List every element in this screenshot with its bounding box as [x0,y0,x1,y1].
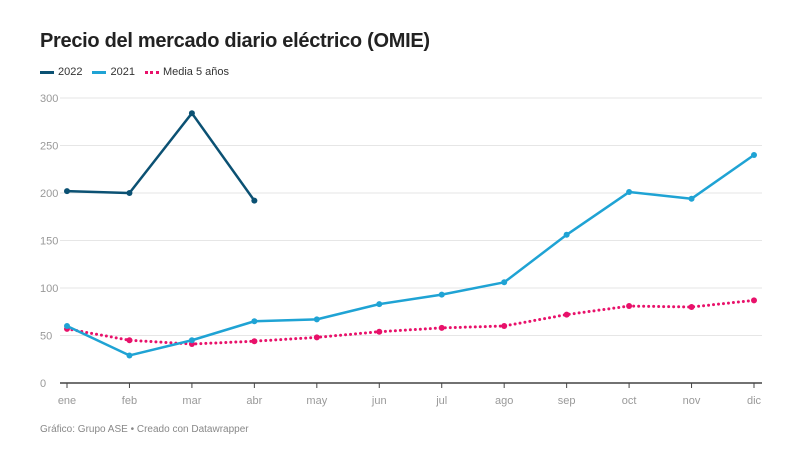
x-tick-label: jun [371,395,387,407]
data-point [188,337,195,344]
data-point [751,297,757,304]
data-point [376,301,383,308]
x-tick-label: nov [683,395,701,407]
data-point [751,152,757,158]
x-tick-label: ago [495,395,513,407]
data-point [501,279,508,286]
legend-item-2021: 2021 [92,66,135,78]
series-line-2021 [66,153,755,357]
data-point [64,323,70,329]
x-tick-label: ene [58,395,76,407]
data-point [688,304,695,310]
x-tick-label: jul [435,395,447,407]
legend-item-media: Media 5 años [144,66,230,78]
x-tick-label: dic [747,395,762,407]
x-tick-label: abr [246,395,262,407]
legend-swatch [40,70,54,74]
data-point [626,303,633,310]
footer-credit: Gráfico: Grupo ASE • Creado con Datawrap… [40,424,249,435]
data-point [251,338,258,345]
data-point [563,311,570,318]
data-point [126,337,133,344]
data-point [126,190,133,196]
y-tick-label: 150 [40,236,58,248]
y-tick-label: 50 [40,331,52,343]
x-tick-label: oct [622,395,637,407]
series-line-media-5-años [65,298,756,346]
y-tick-label: 0 [40,378,46,390]
y-tick-label: 200 [40,188,58,200]
x-tick-label: sep [558,395,576,407]
data-point [438,324,445,331]
legend-label: 2021 [110,66,135,78]
data-point [251,197,258,204]
data-point [188,110,195,117]
legend-item-2022: 2022 [40,66,82,78]
legend-swatch [144,70,159,74]
data-point [126,352,133,359]
legend-swatch [92,70,107,74]
y-tick-label: 100 [40,283,58,295]
data-point [438,291,445,298]
data-point [313,316,320,323]
y-tick-label: 250 [40,141,58,153]
legend: 2022 2021 Media 5 años [40,66,229,78]
series-line-2022 [66,111,256,202]
chart-title: Precio del mercado diario eléctrico (OMI… [40,30,430,52]
y-tick-label: 300 [40,93,58,105]
x-tick-label: may [306,395,327,407]
data-point [64,188,70,195]
data-point [688,195,695,202]
x-tick-label: feb [122,395,137,407]
legend-label: Media 5 años [162,66,230,78]
legend-label: 2022 [58,66,83,78]
data-point [501,323,508,329]
data-point [251,318,258,325]
data-point [626,189,633,196]
data-point [313,334,320,341]
data-point [563,231,570,238]
x-tick-label: mar [182,395,201,407]
data-point [376,328,383,335]
